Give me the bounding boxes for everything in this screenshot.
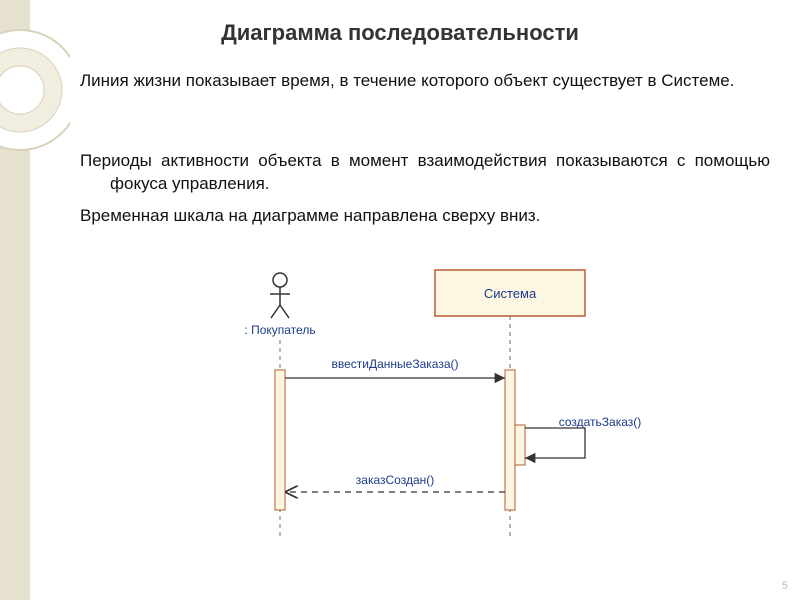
self-sozdat (525, 428, 585, 458)
activation-bar (515, 425, 525, 465)
paragraph-1: Линия жизни показывает время, в течение … (80, 70, 770, 93)
actor-label: : Покупатель (244, 323, 315, 337)
sequence-diagram: : Покупатель Система ввестиДанныеЗаказа() с… (180, 260, 680, 560)
activation-bar (275, 370, 285, 510)
slide-decoration (0, 0, 70, 600)
object-label: Система (484, 286, 537, 301)
activation-bar (505, 370, 515, 510)
paragraph-2: Периоды активности объекта в момент взаи… (80, 150, 770, 196)
slide-title: Диаграмма последовательности (0, 20, 800, 46)
paragraph-3: Временная шкала на диаграмме направлена … (80, 205, 740, 228)
call-vvesti-label: ввестиДанныеЗаказа() (332, 357, 459, 371)
actor-icon (270, 273, 290, 318)
self-sozdat-label: создатьЗаказ() (559, 415, 642, 429)
return-zakazsozdan-label: заказСоздан() (356, 473, 434, 487)
slide-number: 5 (782, 580, 788, 592)
